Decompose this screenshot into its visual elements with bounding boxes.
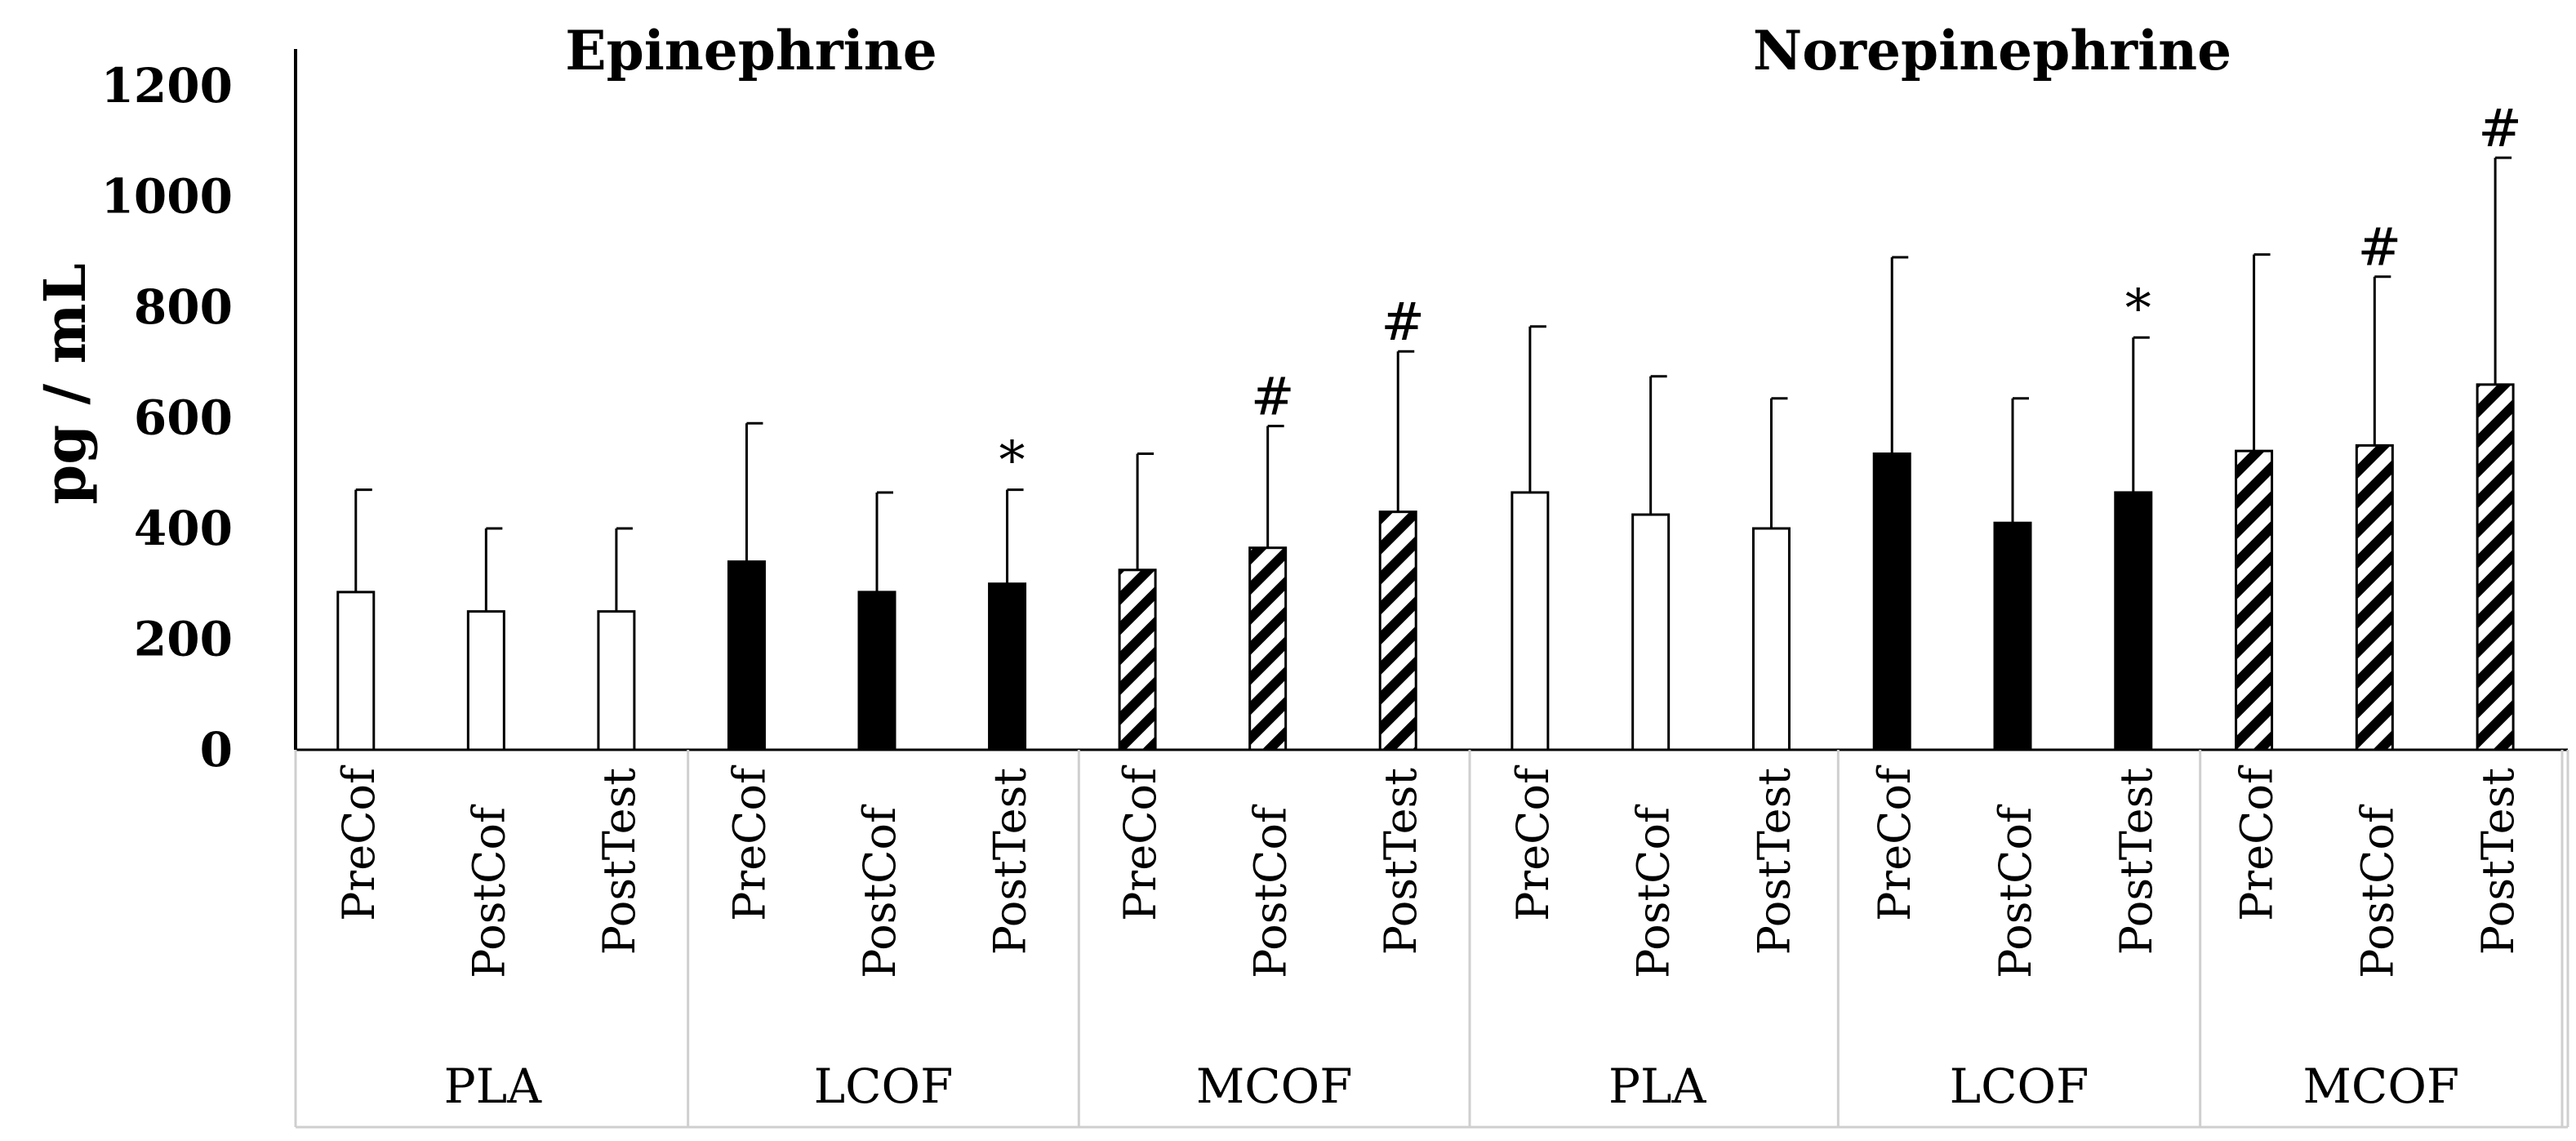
category-label: PostTest (2472, 768, 2524, 956)
category-label: PreCof (333, 764, 385, 921)
category-label: PostCof (463, 804, 514, 978)
bars: Epinephrine * # # Norepinephrine * # # (336, 19, 2522, 751)
category-label: PostCof (1628, 804, 1680, 978)
panel-norepinephrine: Norepinephrine * # # (1510, 19, 2522, 751)
group-label: MCOF (2303, 1059, 2460, 1114)
category-label: PostTest (1748, 768, 1800, 956)
bar-pla-posttest (1751, 527, 1791, 751)
bar-mcof-postcof (2355, 443, 2394, 751)
y-tick-label: 0 (200, 722, 233, 778)
panel-epinephrine: Epinephrine * # # (336, 19, 1425, 751)
bar-mcof-precof (2235, 449, 2274, 751)
bar-lcof-postcof (857, 591, 896, 751)
bar-mcof-posttest (1378, 510, 1417, 751)
y-tick-label: 1000 (101, 169, 233, 225)
bar-pla-posttest (597, 610, 636, 751)
y-tick-label: 1200 (101, 58, 233, 114)
category-labels: PLA PreCof PostCof PostTest LCOF PreCof PostCo… (333, 750, 2564, 1127)
category-label: PreCof (1869, 764, 1920, 921)
panel-title: Epinephrine (565, 19, 937, 82)
significance-marker: # (2358, 218, 2402, 279)
category-label: PostTest (985, 768, 1036, 956)
category-label: PreCof (723, 764, 775, 921)
bar-lcof-posttest (988, 582, 1027, 751)
group-label: PLA (1608, 1059, 1707, 1114)
axes: 0 200 400 600 800 1000 1200 (101, 49, 2569, 1129)
y-tick-label: 200 (134, 612, 233, 667)
significance-marker: # (2478, 99, 2522, 159)
category-label: PostCof (2351, 804, 2403, 978)
category-label: PostTest (2111, 768, 2162, 956)
category-label: PostCof (1990, 804, 2041, 978)
bar-pla-postcof (1631, 513, 1671, 751)
category-label: PostCof (854, 804, 905, 978)
category-label: PreCof (1507, 764, 1559, 921)
bar-pla-postcof (466, 610, 505, 751)
bar-mcof-precof (1118, 568, 1157, 751)
category-label: PreCof (1114, 764, 1166, 921)
group-label: LCOF (814, 1059, 954, 1114)
group-label: MCOF (1196, 1059, 1353, 1114)
significance-marker: * (999, 431, 1026, 492)
bar-lcof-precof (1872, 452, 1911, 751)
y-tick-label: 600 (134, 390, 233, 446)
bar-mcof-postcof (1248, 546, 1288, 751)
significance-marker: # (1251, 368, 1295, 428)
significance-marker: * (2125, 279, 2151, 339)
category-label: PostTest (1375, 768, 1426, 956)
category-label: PreCof (2231, 764, 2283, 921)
y-tick-label: 800 (134, 279, 233, 335)
bar-lcof-posttest (2114, 491, 2153, 751)
category-label: PostTest (594, 768, 645, 956)
category-label: PostCof (1245, 804, 1297, 978)
bar-pla-precof (336, 591, 376, 751)
bar-mcof-posttest (2476, 383, 2515, 751)
y-tick-label: 400 (134, 501, 233, 556)
bar-lcof-precof (727, 560, 766, 751)
significance-marker: # (1381, 292, 1425, 353)
bar-lcof-postcof (1993, 521, 2032, 751)
group-label: LCOF (1950, 1059, 2089, 1114)
y-axis-label: pg / mL (31, 263, 99, 504)
bar-pla-precof (1510, 491, 1550, 751)
panel-title: Norepinephrine (1753, 19, 2231, 82)
group-label: PLA (444, 1059, 543, 1114)
